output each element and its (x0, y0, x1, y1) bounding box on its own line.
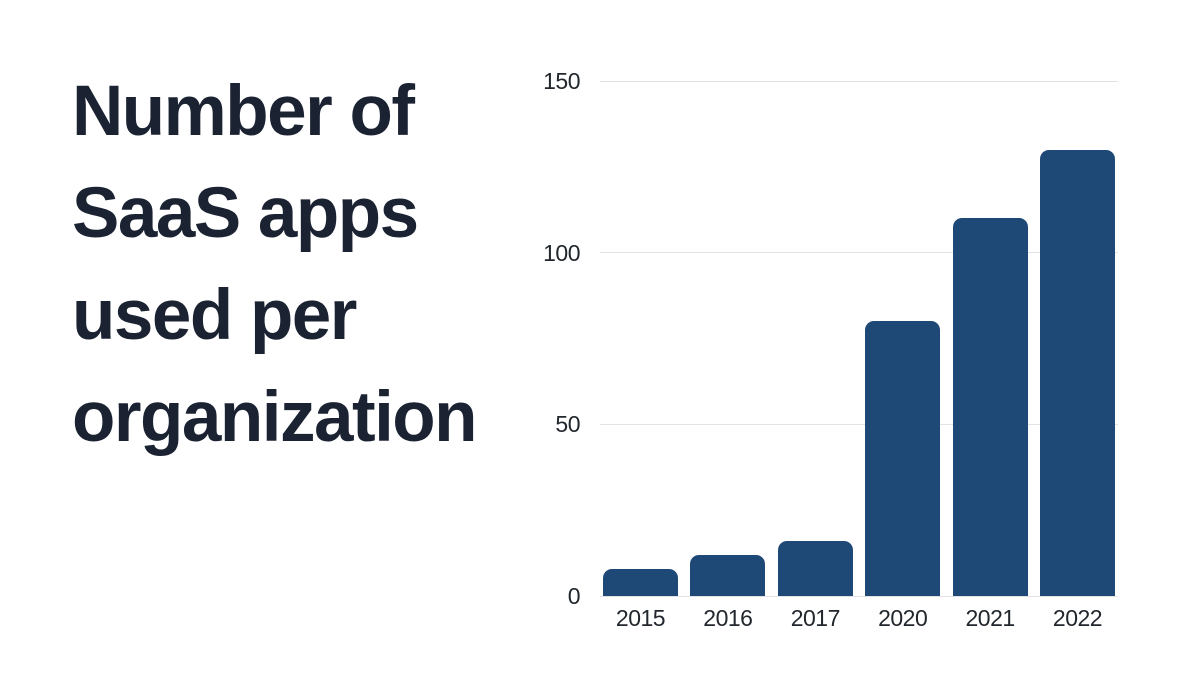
gridline-150 (600, 80, 1118, 82)
x-tick-label-2021: 2021 (965, 605, 1016, 631)
x-tick-label-2020: 2020 (878, 605, 928, 631)
x-tick-label-2016: 2016 (703, 605, 753, 631)
gridline-0 (600, 595, 1118, 597)
gridline-50 (600, 423, 1118, 425)
chart-title-line-2: SaaS apps (72, 174, 419, 253)
plot-area (600, 80, 1118, 597)
y-axis: 0 50 100 150 (540, 69, 590, 608)
x-tick-label-2017: 2017 (790, 605, 841, 631)
bar-2021 (952, 218, 1028, 596)
bar-2016 (690, 554, 766, 596)
y-tick-label-100: 100 (543, 239, 580, 266)
chart-title-line-4: organization (72, 378, 478, 457)
bar-2022 (1040, 149, 1115, 596)
gridline-100 (600, 252, 1118, 254)
bar-2020 (865, 321, 941, 596)
x-tick-label-2022: 2022 (1052, 605, 1103, 631)
y-tick-label-150: 150 (543, 68, 580, 94)
bar-2015 (603, 568, 678, 596)
y-tick-label-50: 50 (555, 411, 580, 438)
y-tick-label-0: 0 (567, 583, 581, 609)
x-axis: 2015 2016 2017 2020 2021 2022 (600, 604, 1118, 634)
chart-title-line-1: Number of (72, 72, 415, 151)
bar-2017 (777, 541, 853, 596)
chart-title-line-3: used per (72, 276, 357, 355)
chart-title: Number of SaaS apps used per organizatio… (72, 61, 478, 469)
x-tick-label-2015: 2015 (615, 605, 666, 631)
